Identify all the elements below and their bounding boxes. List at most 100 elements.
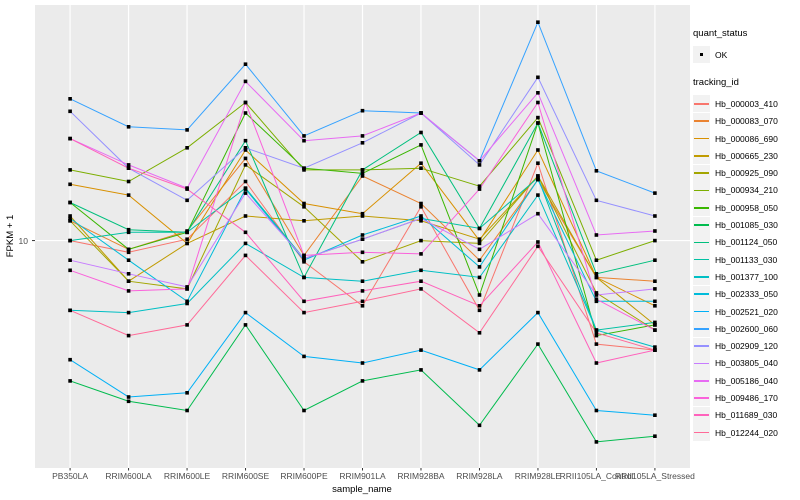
legend-item-Hb_000925_090[interactable]: Hb_000925_090 bbox=[693, 164, 799, 182]
legend-label-ok: OK bbox=[715, 49, 728, 60]
data-point bbox=[243, 111, 248, 115]
data-point bbox=[653, 320, 657, 325]
data-point bbox=[243, 148, 248, 152]
data-point bbox=[302, 275, 306, 280]
legend-line-icon bbox=[694, 172, 709, 174]
legend-label: Hb_001085_030 bbox=[715, 220, 778, 231]
data-point bbox=[243, 79, 248, 84]
legend-item-Hb_002521_020[interactable]: Hb_002521_020 bbox=[693, 303, 799, 320]
data-point bbox=[594, 299, 599, 304]
legend-item-Hb_001377_100[interactable]: Hb_001377_100 bbox=[693, 268, 799, 286]
legend-item-quant-ok[interactable]: OK bbox=[693, 46, 799, 64]
legend-label: Hb_003805_040 bbox=[715, 358, 778, 369]
data-point bbox=[419, 111, 423, 115]
legend-item-Hb_000665_230[interactable]: Hb_000665_230 bbox=[693, 147, 799, 165]
legend-item-Hb_009486_170[interactable]: Hb_009486_170 bbox=[693, 389, 799, 407]
legend-item-Hb_001085_030[interactable]: Hb_001085_030 bbox=[693, 216, 799, 234]
data-point bbox=[126, 193, 131, 197]
legend-item-Hb_002909_120[interactable]: Hb_002909_120 bbox=[693, 337, 799, 355]
legend-title-tracking-id: tracking_id bbox=[693, 77, 739, 89]
legend-item-Hb_001133_030[interactable]: Hb_001133_030 bbox=[693, 251, 799, 269]
ok-key-box bbox=[693, 46, 710, 64]
legend-item-Hb_001124_050[interactable]: Hb_001124_050 bbox=[693, 233, 799, 251]
data-point bbox=[653, 279, 657, 283]
legend-key-box bbox=[693, 285, 710, 303]
data-point bbox=[243, 100, 248, 105]
data-point bbox=[302, 166, 306, 170]
data-point bbox=[477, 237, 482, 241]
data-point bbox=[594, 169, 599, 173]
data-point bbox=[419, 214, 423, 218]
legend-key-box bbox=[693, 320, 710, 338]
legend-item-Hb_002333_050[interactable]: Hb_002333_050 bbox=[693, 285, 799, 303]
legend-item-Hb_000934_210[interactable]: Hb_000934_210 bbox=[693, 181, 799, 199]
data-point bbox=[594, 233, 599, 237]
legend-key-box bbox=[693, 268, 710, 286]
data-point bbox=[360, 304, 365, 308]
x-tick-label: RRIM901LA bbox=[339, 471, 386, 481]
legend-key-box bbox=[693, 303, 710, 320]
data-point bbox=[243, 241, 248, 246]
data-point bbox=[419, 201, 423, 206]
data-point bbox=[126, 289, 131, 293]
data-point bbox=[185, 237, 189, 241]
legend-item-Hb_000958_050[interactable]: Hb_000958_050 bbox=[693, 199, 799, 217]
data-point bbox=[185, 187, 189, 191]
data-point bbox=[419, 205, 423, 209]
legend-line-icon bbox=[694, 241, 709, 244]
data-point bbox=[302, 253, 306, 258]
legend-item-Hb_011689_030[interactable]: Hb_011689_030 bbox=[693, 406, 799, 424]
legend-label: Hb_012244_020 bbox=[715, 427, 778, 438]
legend-key-box bbox=[693, 251, 710, 269]
data-point bbox=[360, 237, 365, 241]
data-point bbox=[185, 146, 189, 150]
data-point bbox=[126, 227, 131, 232]
data-point bbox=[477, 247, 482, 252]
data-point bbox=[360, 250, 365, 255]
legend-line-icon bbox=[694, 258, 709, 261]
legend-item-Hb_005186_040[interactable]: Hb_005186_040 bbox=[693, 372, 799, 390]
data-point bbox=[185, 241, 189, 246]
x-tick-label: RRIM928BA bbox=[397, 471, 445, 481]
series-layer bbox=[68, 20, 657, 444]
legend-label: Hb_002909_120 bbox=[715, 341, 778, 352]
data-point bbox=[536, 100, 540, 105]
data-point bbox=[68, 136, 72, 141]
data-point bbox=[536, 240, 540, 244]
legend-title-quant-status: quant_status bbox=[693, 28, 748, 39]
legend-item-Hb_003805_040[interactable]: Hb_003805_040 bbox=[693, 354, 799, 372]
data-point bbox=[243, 253, 248, 258]
legend-key-box bbox=[693, 337, 710, 355]
data-point bbox=[185, 323, 189, 327]
data-point bbox=[68, 214, 72, 218]
data-point bbox=[126, 272, 131, 276]
legend-item-Hb_012244_020[interactable]: Hb_012244_020 bbox=[693, 424, 799, 442]
data-point bbox=[68, 238, 72, 243]
legend-item-Hb_002600_060[interactable]: Hb_002600_060 bbox=[693, 320, 799, 338]
legend-label: Hb_005186_040 bbox=[715, 375, 778, 386]
legend-line-icon bbox=[694, 206, 709, 209]
data-point bbox=[68, 379, 72, 383]
data-point bbox=[68, 182, 72, 187]
data-point bbox=[536, 211, 540, 216]
legend-line-icon bbox=[694, 189, 709, 192]
y-tick-label: 10 bbox=[19, 236, 29, 246]
data-point bbox=[68, 216, 72, 221]
data-point bbox=[477, 226, 482, 231]
data-point bbox=[477, 275, 482, 280]
data-point bbox=[477, 368, 482, 372]
legend-key-box bbox=[693, 199, 710, 217]
data-point bbox=[68, 268, 72, 273]
data-point bbox=[360, 108, 365, 113]
data-point bbox=[185, 198, 189, 203]
data-point bbox=[594, 293, 599, 297]
data-point bbox=[594, 361, 599, 365]
legend-item-Hb_000083_070[interactable]: Hb_000083_070 bbox=[693, 112, 799, 130]
data-point bbox=[653, 345, 657, 349]
legend-item-Hb_000003_410[interactable]: Hb_000003_410 bbox=[693, 95, 799, 113]
data-point bbox=[653, 348, 657, 352]
legend-item-Hb_000086_690[interactable]: Hb_000086_690 bbox=[693, 130, 799, 148]
data-point bbox=[594, 440, 599, 444]
data-point bbox=[477, 423, 482, 428]
